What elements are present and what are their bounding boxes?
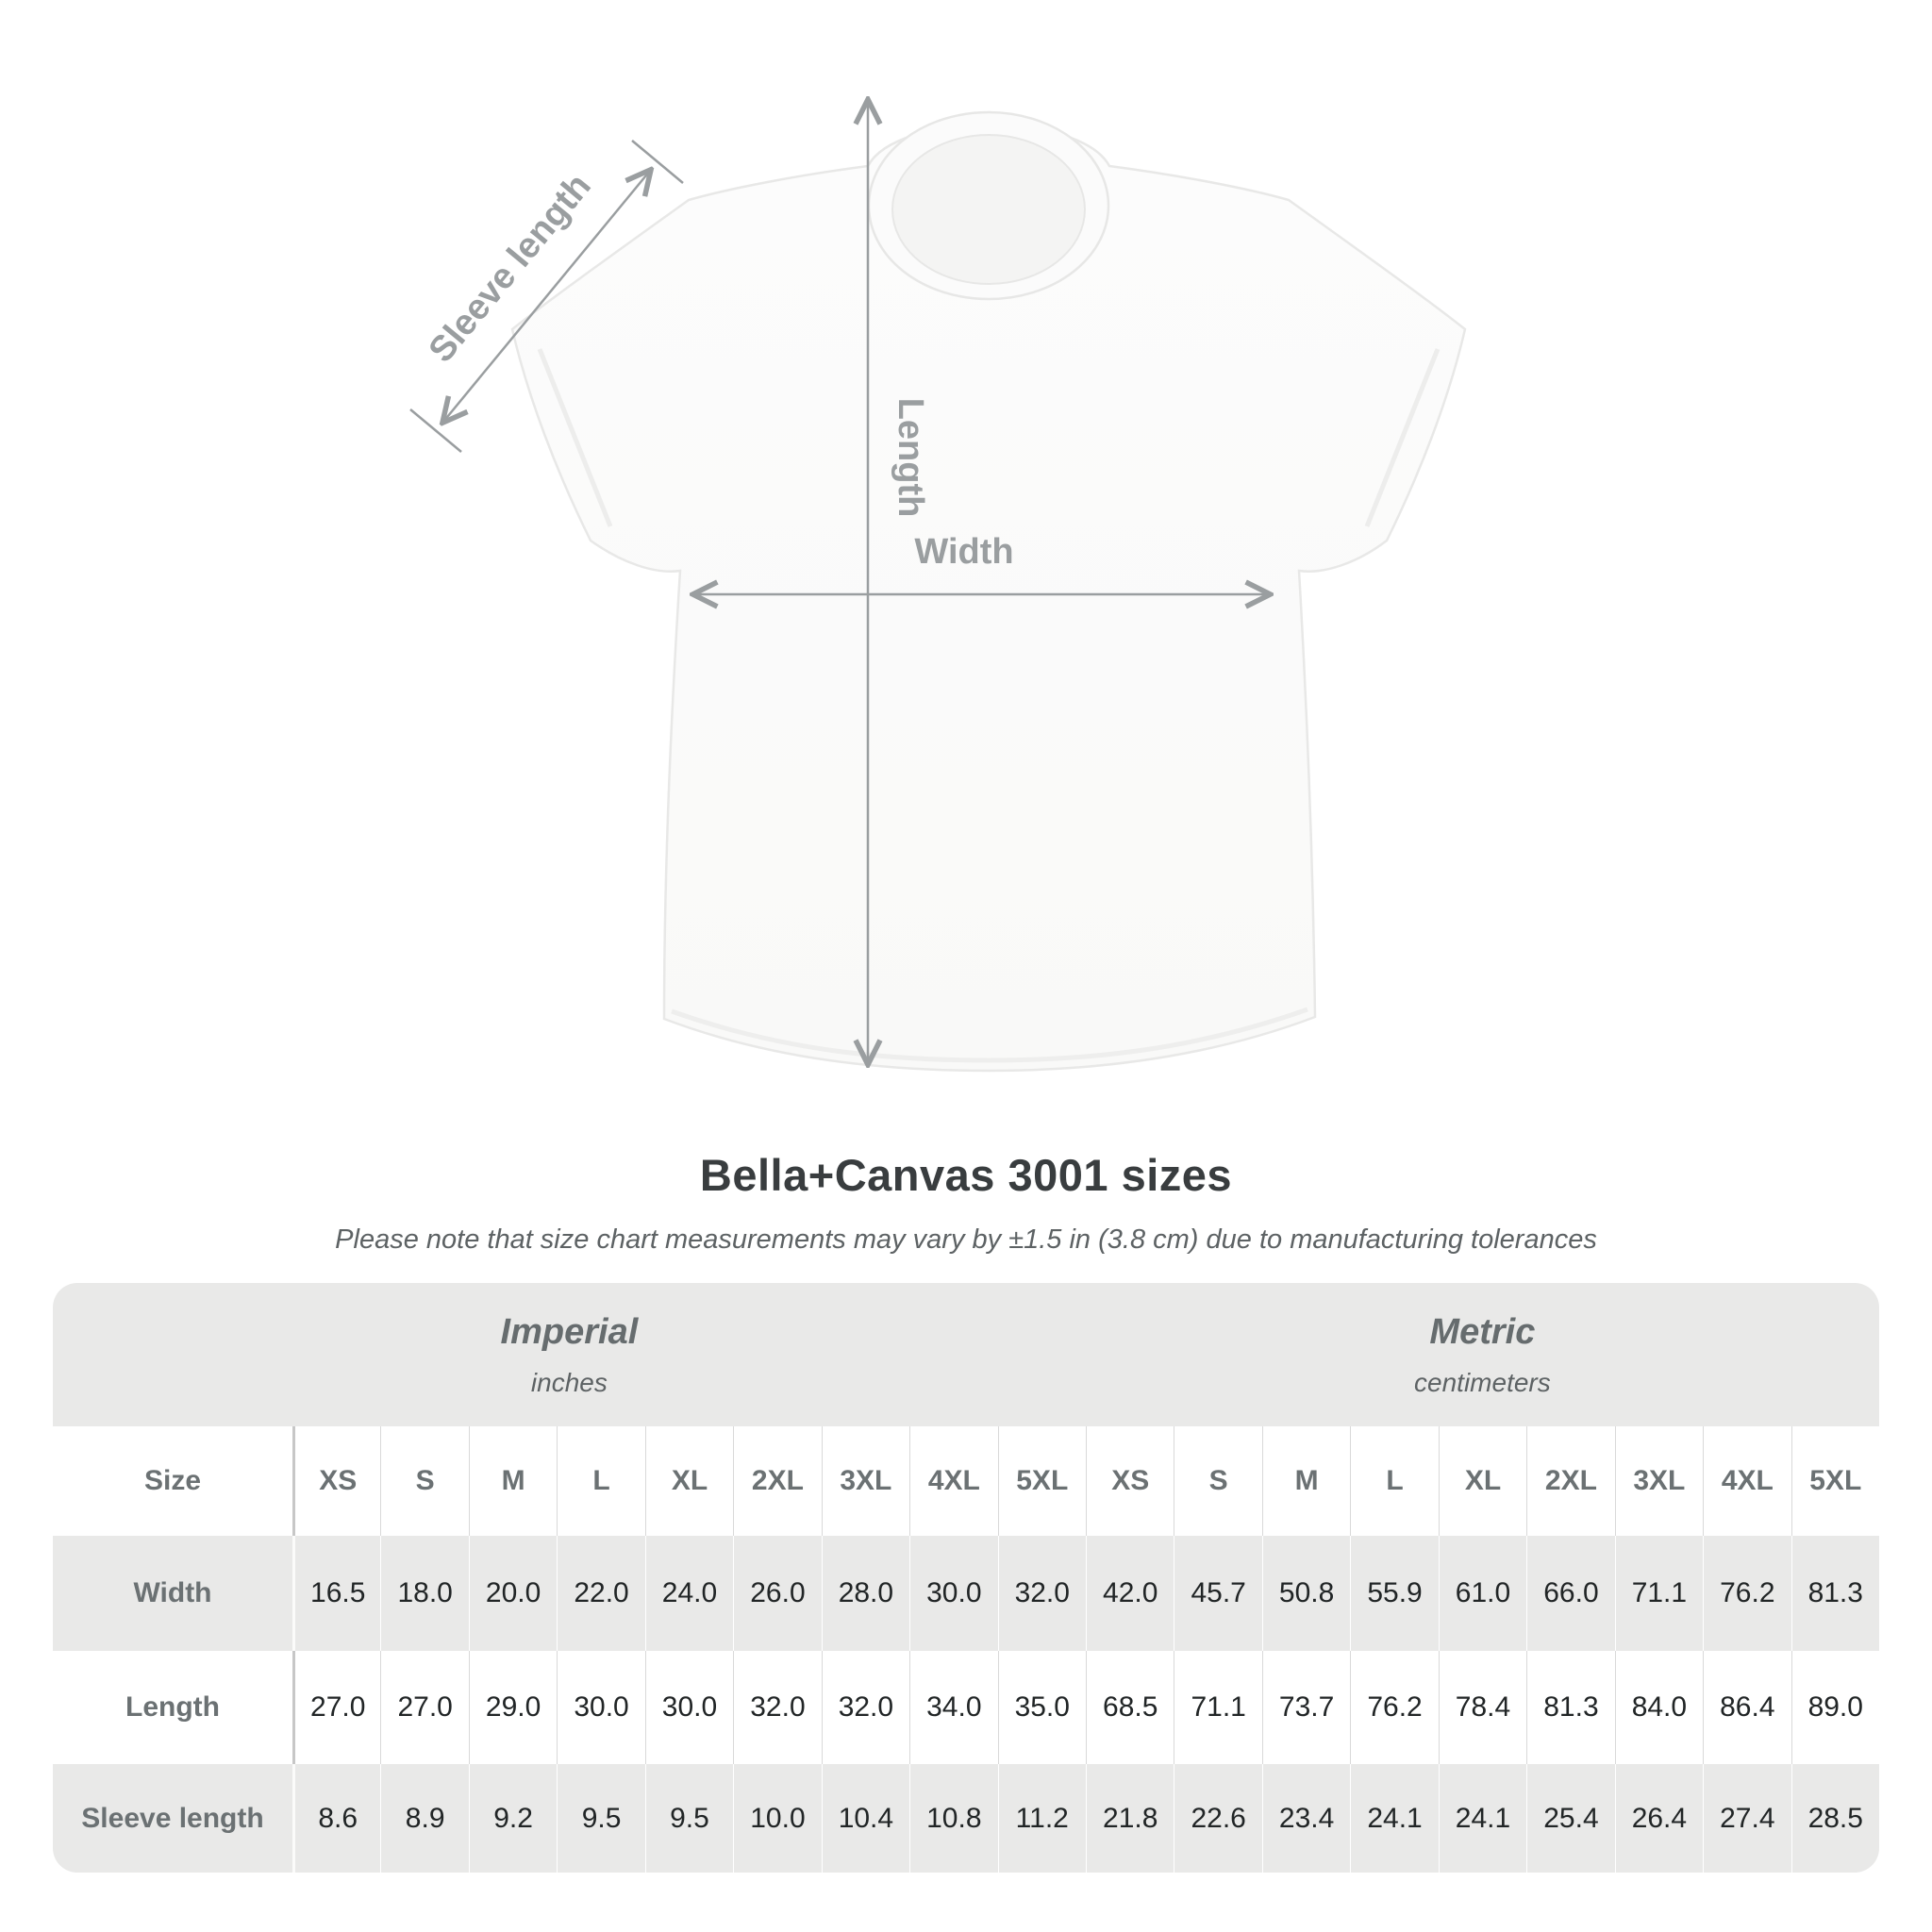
imperial-value: 9.5 [644, 1764, 734, 1873]
size-corner-label: Size [53, 1426, 292, 1536]
imperial-value: 9.5 [557, 1764, 645, 1873]
metric-size-header: S [1174, 1426, 1262, 1536]
metric-value: 73.7 [1261, 1651, 1351, 1764]
metric-value: 55.9 [1350, 1536, 1439, 1651]
imperial-value: 32.0 [997, 1536, 1086, 1651]
metric-value: 66.0 [1526, 1536, 1615, 1651]
imperial-value: 8.9 [380, 1764, 469, 1873]
metric-size-header: L [1350, 1426, 1439, 1536]
imperial-value: 11.2 [997, 1764, 1086, 1873]
metric-unit: centimeters [1414, 1367, 1551, 1397]
imperial-value: 34.0 [909, 1651, 998, 1764]
metric-value: 25.4 [1526, 1764, 1615, 1873]
imperial-value: 18.0 [380, 1536, 469, 1651]
collar-inner [891, 134, 1086, 285]
metric-value: 23.4 [1261, 1764, 1351, 1873]
metric-value: 68.5 [1085, 1651, 1174, 1764]
width-label: Width [914, 532, 1013, 572]
metric-value: 76.2 [1350, 1651, 1439, 1764]
page-title: Bella+Canvas 3001 sizes [699, 1150, 1233, 1200]
metric-value: 27.4 [1703, 1764, 1791, 1873]
imperial-value: 8.6 [292, 1764, 381, 1873]
tshirt-silhouette [510, 110, 1467, 1073]
size-table: Imperial inches Metric centimeters Size X… [53, 1283, 1879, 1873]
imperial-header: Imperial inches [53, 1283, 1086, 1426]
row-label: Width [53, 1536, 292, 1651]
imperial-value: 35.0 [997, 1651, 1086, 1764]
imperial-value: 32.0 [733, 1651, 822, 1764]
metric-value: 21.8 [1085, 1764, 1174, 1873]
imperial-value: 16.5 [292, 1536, 381, 1651]
metric-size-header: 2XL [1526, 1426, 1615, 1536]
metric-value: 61.0 [1438, 1536, 1527, 1651]
metric-value: 76.2 [1703, 1536, 1791, 1651]
metric-value: 71.1 [1614, 1536, 1704, 1651]
metric-value: 22.6 [1174, 1764, 1262, 1873]
metric-value: 78.4 [1438, 1651, 1527, 1764]
metric-size-header: 3XL [1614, 1426, 1704, 1536]
metric-value: 24.1 [1350, 1764, 1439, 1873]
imperial-value: 24.0 [644, 1536, 734, 1651]
metric-value: 71.1 [1174, 1651, 1262, 1764]
metric-size-header: XL [1438, 1426, 1527, 1536]
imperial-value: 26.0 [733, 1536, 822, 1651]
imperial-value: 29.0 [468, 1651, 558, 1764]
metric-value: 81.3 [1790, 1536, 1879, 1651]
imperial-size-header: S [380, 1426, 469, 1536]
size-grid: Size XS S M L XL 2XL 3XL 4XL 5XL XS S M L XL 2XL 3XL 4XL 5… [53, 1426, 1879, 1873]
imperial-value: 27.0 [292, 1651, 381, 1764]
imperial-title: Imperial [500, 1311, 639, 1352]
imperial-value: 30.0 [644, 1651, 734, 1764]
metric-value: 42.0 [1085, 1536, 1174, 1651]
metric-value: 26.4 [1614, 1764, 1704, 1873]
metric-value: 28.5 [1790, 1764, 1879, 1873]
imperial-value: 30.0 [557, 1651, 645, 1764]
metric-value: 81.3 [1526, 1651, 1615, 1764]
metric-size-header: 5XL [1790, 1426, 1879, 1536]
imperial-value: 22.0 [557, 1536, 645, 1651]
metric-value: 84.0 [1614, 1651, 1704, 1764]
sleeve-length-arrow [409, 140, 684, 453]
imperial-value: 32.0 [821, 1651, 910, 1764]
unit-header-band: Imperial inches Metric centimeters [53, 1283, 1879, 1426]
imperial-size-header: XS [292, 1426, 381, 1536]
imperial-value: 9.2 [468, 1764, 558, 1873]
imperial-value: 20.0 [468, 1536, 558, 1651]
metric-size-header: 4XL [1703, 1426, 1791, 1536]
tshirt-diagram: Length Width Sleeve length [377, 57, 1509, 1094]
imperial-size-header: XL [644, 1426, 734, 1536]
metric-value: 86.4 [1703, 1651, 1791, 1764]
imperial-size-header: 2XL [733, 1426, 822, 1536]
imperial-value: 27.0 [380, 1651, 469, 1764]
imperial-value: 10.0 [733, 1764, 822, 1873]
imperial-value: 10.4 [821, 1764, 910, 1873]
imperial-value: 28.0 [821, 1536, 910, 1651]
tolerance-note: Please note that size chart measurements… [335, 1224, 1597, 1255]
metric-value: 24.1 [1438, 1764, 1527, 1873]
imperial-size-header: L [557, 1426, 645, 1536]
metric-value: 50.8 [1261, 1536, 1351, 1651]
tshirt-graphic: Length Width Sleeve length [409, 57, 1467, 1073]
imperial-value: 10.8 [909, 1764, 998, 1873]
metric-header: Metric centimeters [1086, 1283, 1879, 1426]
metric-size-header: M [1261, 1426, 1351, 1536]
imperial-size-header: 4XL [909, 1426, 998, 1536]
imperial-value: 30.0 [909, 1536, 998, 1651]
imperial-size-header: 5XL [997, 1426, 1086, 1536]
imperial-size-header: 3XL [821, 1426, 910, 1536]
metric-size-header: XS [1085, 1426, 1174, 1536]
length-label: Length [891, 398, 930, 518]
imperial-size-header: M [468, 1426, 558, 1536]
imperial-unit: inches [530, 1367, 608, 1397]
row-label: Length [53, 1651, 292, 1764]
metric-value: 89.0 [1790, 1651, 1879, 1764]
metric-title: Metric [1429, 1311, 1536, 1352]
row-label: Sleeve length [53, 1764, 292, 1873]
metric-value: 45.7 [1174, 1536, 1262, 1651]
